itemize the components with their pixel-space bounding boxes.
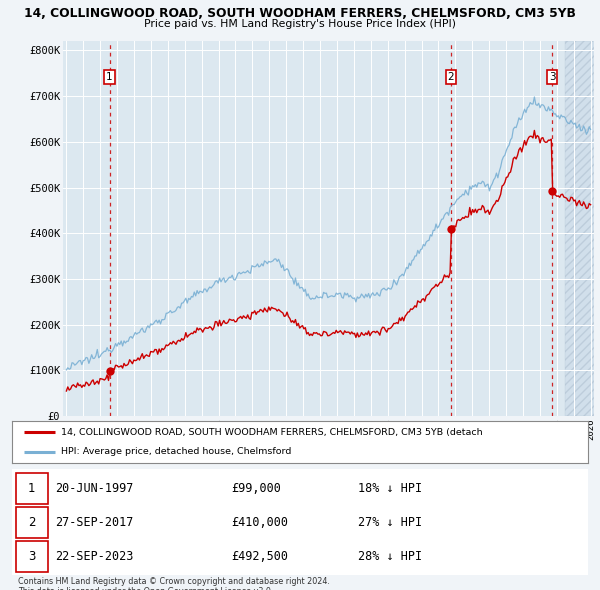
- FancyBboxPatch shape: [16, 507, 48, 537]
- FancyBboxPatch shape: [16, 540, 48, 572]
- Text: 22-SEP-2023: 22-SEP-2023: [55, 550, 134, 563]
- Text: 3: 3: [549, 72, 556, 82]
- FancyBboxPatch shape: [16, 473, 48, 504]
- Text: 2: 2: [28, 516, 35, 529]
- Text: 20-JUN-1997: 20-JUN-1997: [55, 481, 134, 494]
- Text: 2: 2: [448, 72, 454, 82]
- Text: £410,000: £410,000: [231, 516, 288, 529]
- Text: 14, COLLINGWOOD ROAD, SOUTH WOODHAM FERRERS, CHELMSFORD, CM3 5YB: 14, COLLINGWOOD ROAD, SOUTH WOODHAM FERR…: [24, 7, 576, 20]
- Text: 28% ↓ HPI: 28% ↓ HPI: [358, 550, 422, 563]
- Bar: [565, 41, 600, 416]
- Text: 14, COLLINGWOOD ROAD, SOUTH WOODHAM FERRERS, CHELMSFORD, CM3 5YB (detach: 14, COLLINGWOOD ROAD, SOUTH WOODHAM FERR…: [61, 428, 482, 437]
- Text: £99,000: £99,000: [231, 481, 281, 494]
- Text: £492,500: £492,500: [231, 550, 288, 563]
- Text: Price paid vs. HM Land Registry's House Price Index (HPI): Price paid vs. HM Land Registry's House …: [144, 19, 456, 29]
- Text: 27% ↓ HPI: 27% ↓ HPI: [358, 516, 422, 529]
- Text: Contains HM Land Registry data © Crown copyright and database right 2024.
This d: Contains HM Land Registry data © Crown c…: [18, 577, 330, 590]
- Text: 27-SEP-2017: 27-SEP-2017: [55, 516, 134, 529]
- Text: HPI: Average price, detached house, Chelmsford: HPI: Average price, detached house, Chel…: [61, 447, 292, 456]
- Text: 1: 1: [106, 72, 113, 82]
- Text: 18% ↓ HPI: 18% ↓ HPI: [358, 481, 422, 494]
- Text: 1: 1: [28, 481, 35, 494]
- Text: 3: 3: [28, 550, 35, 563]
